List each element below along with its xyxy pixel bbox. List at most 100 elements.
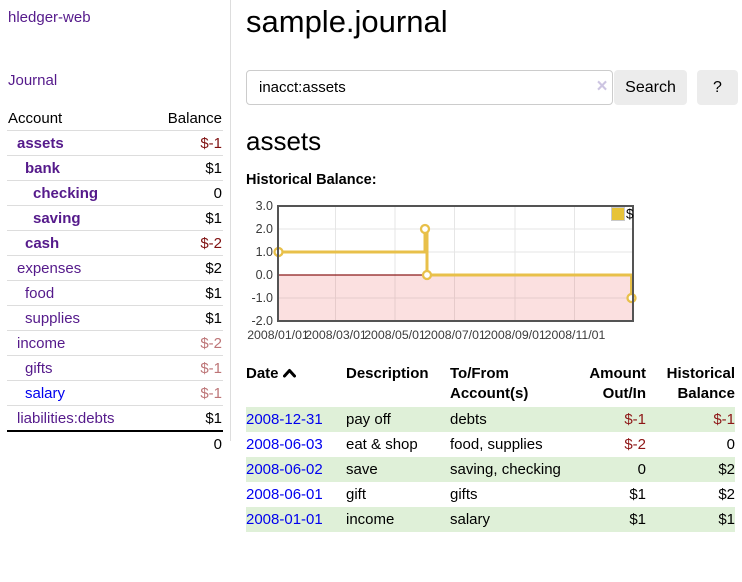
account-row: checking 0 bbox=[7, 181, 223, 206]
page-title: sample.journal bbox=[246, 4, 448, 39]
account-balance: $1 bbox=[205, 209, 222, 227]
account-link-liabilities-debts[interactable]: liabilities:debts bbox=[17, 409, 115, 427]
account-balance: $1 bbox=[205, 159, 222, 177]
svg-text:2008/11/01: 2008/11/01 bbox=[545, 328, 606, 342]
transaction-description: eat & shop bbox=[346, 435, 418, 453]
account-link-checking[interactable]: checking bbox=[33, 184, 99, 202]
account-link-saving[interactable]: saving bbox=[33, 209, 81, 227]
account-row: salary $-1 bbox=[7, 381, 223, 406]
account-table-header: Account Balance bbox=[7, 106, 223, 131]
transaction-description: save bbox=[346, 460, 378, 478]
column-header-amount[interactable]: Amount Out/In bbox=[589, 365, 646, 402]
register-row: 2008-01-01 income salary $1 $1 bbox=[246, 507, 735, 532]
account-heading: assets bbox=[246, 126, 322, 156]
account-balance: $-2 bbox=[200, 334, 222, 352]
svg-text:2008/01/01: 2008/01/01 bbox=[247, 328, 309, 342]
account-link-food[interactable]: food bbox=[25, 284, 55, 302]
transaction-accounts: saving, checking bbox=[450, 460, 561, 478]
account-balance: $1 bbox=[205, 284, 222, 302]
sidebar-item-journal[interactable]: Journal bbox=[8, 72, 58, 89]
account-row: cash $-2 bbox=[7, 231, 223, 256]
account-link-bank[interactable]: bank bbox=[25, 159, 61, 177]
account-total-row: 0 bbox=[7, 431, 223, 456]
account-link-salary[interactable]: salary bbox=[25, 384, 66, 402]
account-link-gifts[interactable]: gifts bbox=[25, 359, 53, 377]
svg-text:2.0: 2.0 bbox=[256, 222, 273, 236]
search-button[interactable]: Search bbox=[614, 70, 687, 105]
account-balance: $-1 bbox=[200, 359, 222, 377]
chart-title: Historical Balance: bbox=[246, 172, 377, 188]
transaction-description: income bbox=[346, 510, 395, 528]
historical-balance-chart: $ 3.0 2.0 1.0 0.0 -1.0 -2.0 2008/01/01 2… bbox=[244, 199, 644, 347]
transaction-date-link[interactable]: 2008-06-02 bbox=[246, 460, 323, 478]
account-link-assets[interactable]: assets bbox=[17, 134, 64, 152]
account-balance: $1 bbox=[205, 409, 222, 427]
help-button[interactable]: ? bbox=[697, 70, 738, 105]
transaction-accounts: debts bbox=[450, 410, 487, 428]
transaction-balance: 0 bbox=[726, 435, 735, 453]
svg-text:2008/07/01: 2008/07/01 bbox=[424, 328, 486, 342]
date-header-label: Date bbox=[246, 365, 279, 382]
x-axis-labels: 2008/01/01 2008/03/01 2008/05/01 2008/07… bbox=[247, 328, 605, 342]
legend-label: $ bbox=[626, 207, 634, 222]
transaction-amount: $1 bbox=[629, 485, 646, 503]
account-row: assets $-1 bbox=[7, 131, 223, 156]
column-header-accounts[interactable]: To/From Account(s) bbox=[450, 365, 529, 402]
transaction-date-link[interactable]: 2008-06-01 bbox=[246, 485, 323, 503]
clear-search-icon[interactable]: × bbox=[596, 76, 608, 97]
transaction-balance: $-1 bbox=[713, 410, 735, 428]
transaction-accounts: food, supplies bbox=[450, 435, 543, 453]
register-row: 2008-06-03 eat & shop food, supplies $-2… bbox=[246, 432, 735, 457]
account-link-supplies[interactable]: supplies bbox=[25, 309, 81, 327]
account-balance: $1 bbox=[205, 309, 222, 327]
transaction-date-link[interactable]: 2008-06-03 bbox=[246, 435, 323, 453]
account-row: liabilities:debts $1 bbox=[7, 406, 223, 431]
register-header-row: Date Description To/From Account(s) Amou… bbox=[246, 362, 735, 407]
transaction-date-link[interactable]: 2008-12-31 bbox=[246, 410, 323, 428]
search-input[interactable] bbox=[246, 70, 613, 105]
account-link-expenses[interactable]: expenses bbox=[17, 259, 82, 277]
register-row: 2008-12-31 pay off debts $-1 $-1 bbox=[246, 407, 735, 432]
balance-column-header: Balance bbox=[167, 109, 222, 127]
account-row: supplies $1 bbox=[7, 306, 223, 331]
transaction-balance: $2 bbox=[718, 460, 735, 478]
account-balance-table: Account Balance assets $-1 bank $1 check… bbox=[7, 106, 223, 456]
account-row: food $1 bbox=[7, 281, 223, 306]
account-link-income[interactable]: income bbox=[17, 334, 66, 352]
account-row: gifts $-1 bbox=[7, 356, 223, 381]
register-table: Date Description To/From Account(s) Amou… bbox=[246, 362, 735, 532]
transaction-balance: $2 bbox=[718, 485, 735, 503]
account-balance: $-1 bbox=[200, 384, 222, 402]
account-balance: 0 bbox=[213, 184, 222, 202]
transaction-accounts: gifts bbox=[450, 485, 478, 503]
plot-border bbox=[277, 205, 634, 322]
transaction-description: gift bbox=[346, 485, 367, 503]
account-row: income $-2 bbox=[7, 331, 223, 356]
transaction-amount: $1 bbox=[629, 510, 646, 528]
register-row: 2008-06-01 gift gifts $1 $2 bbox=[246, 482, 735, 507]
chart-legend: $ bbox=[611, 207, 634, 222]
chart-canvas: $ 3.0 2.0 1.0 0.0 -1.0 -2.0 2008/01/01 2… bbox=[247, 199, 637, 342]
account-link-cash[interactable]: cash bbox=[25, 234, 60, 252]
column-header-date[interactable]: Date bbox=[246, 362, 346, 407]
svg-text:-1.0: -1.0 bbox=[251, 291, 273, 305]
column-header-description[interactable]: Description bbox=[346, 365, 429, 382]
transaction-date-link[interactable]: 2008-01-01 bbox=[246, 510, 323, 528]
account-row: bank $1 bbox=[7, 156, 223, 181]
legend-swatch bbox=[611, 207, 625, 221]
transaction-balance: $1 bbox=[718, 510, 735, 528]
app-brand-link[interactable]: hledger-web bbox=[8, 9, 91, 26]
account-row: saving $1 bbox=[7, 206, 223, 231]
register-row: 2008-06-02 save saving, checking 0 $2 bbox=[246, 457, 735, 482]
transaction-amount: $-1 bbox=[624, 410, 646, 428]
account-balance: $-2 bbox=[200, 234, 222, 252]
svg-text:2008/09/01: 2008/09/01 bbox=[484, 328, 546, 342]
svg-text:0.0: 0.0 bbox=[256, 268, 273, 282]
total-balance: 0 bbox=[213, 435, 222, 453]
y-axis-labels: 3.0 2.0 1.0 0.0 -1.0 -2.0 bbox=[251, 199, 273, 328]
account-balance: $-1 bbox=[200, 134, 222, 152]
account-balance: $2 bbox=[205, 259, 222, 277]
column-header-balance[interactable]: Historical Balance bbox=[666, 365, 735, 402]
sort-ascending-icon bbox=[282, 364, 296, 384]
svg-text:2008/03/01: 2008/03/01 bbox=[305, 328, 367, 342]
